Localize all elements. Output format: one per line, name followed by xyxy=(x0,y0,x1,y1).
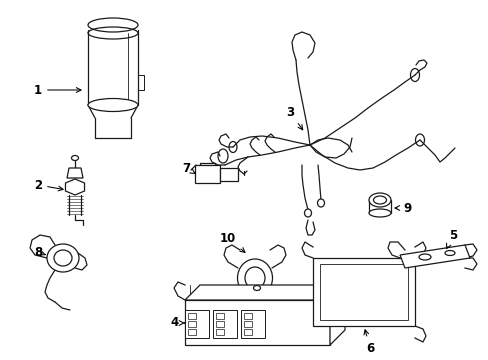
Text: 8: 8 xyxy=(34,246,45,258)
Polygon shape xyxy=(184,285,345,300)
Ellipse shape xyxy=(237,259,272,297)
Text: 7: 7 xyxy=(182,162,195,175)
Bar xyxy=(187,321,196,327)
Ellipse shape xyxy=(47,244,79,272)
Ellipse shape xyxy=(418,254,430,260)
Ellipse shape xyxy=(304,209,311,217)
Text: 3: 3 xyxy=(285,105,302,130)
Bar xyxy=(195,165,220,183)
Text: 5: 5 xyxy=(446,229,456,248)
Text: 9: 9 xyxy=(394,202,410,215)
Polygon shape xyxy=(184,300,329,345)
Bar xyxy=(187,329,196,335)
Ellipse shape xyxy=(317,199,324,207)
Bar xyxy=(216,329,224,335)
Ellipse shape xyxy=(244,267,264,289)
Bar xyxy=(184,310,208,338)
Bar xyxy=(220,168,238,181)
Ellipse shape xyxy=(373,196,386,204)
Ellipse shape xyxy=(88,99,138,112)
Bar xyxy=(216,321,224,327)
Polygon shape xyxy=(67,168,83,178)
Bar xyxy=(312,258,414,326)
Text: 1: 1 xyxy=(34,84,81,96)
Ellipse shape xyxy=(88,18,138,32)
Text: 2: 2 xyxy=(34,179,63,192)
Ellipse shape xyxy=(368,209,390,217)
Ellipse shape xyxy=(71,156,79,161)
Ellipse shape xyxy=(54,250,72,266)
Ellipse shape xyxy=(444,251,454,256)
Polygon shape xyxy=(329,285,345,345)
Bar xyxy=(244,329,251,335)
Text: 4: 4 xyxy=(170,316,184,329)
Bar xyxy=(187,313,196,319)
Text: 6: 6 xyxy=(363,330,373,355)
Bar xyxy=(241,310,264,338)
Polygon shape xyxy=(65,179,84,195)
Bar xyxy=(244,313,251,319)
Bar xyxy=(244,321,251,327)
Bar xyxy=(213,310,237,338)
Polygon shape xyxy=(399,245,469,268)
Text: 10: 10 xyxy=(220,231,244,252)
Bar xyxy=(216,313,224,319)
Ellipse shape xyxy=(253,285,260,291)
Bar xyxy=(319,264,407,320)
Ellipse shape xyxy=(368,193,390,207)
